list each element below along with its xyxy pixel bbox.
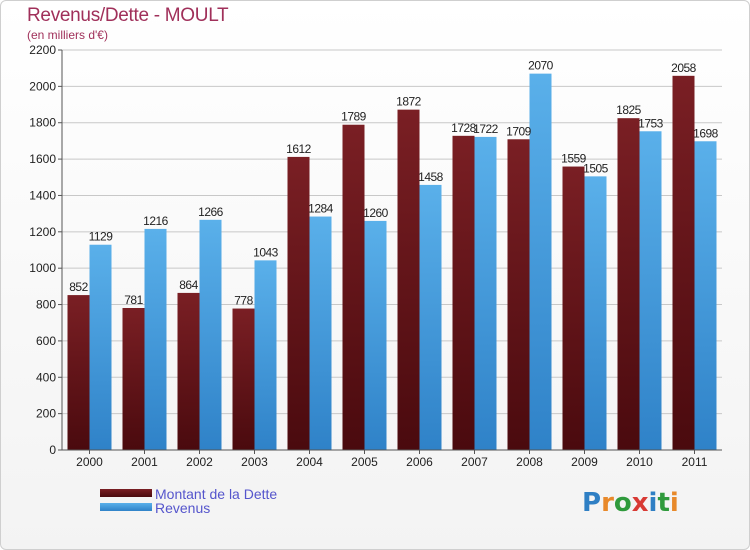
logo-letter: P <box>582 488 602 518</box>
data-label-revenus: 1753 <box>638 116 664 130</box>
legend-swatch-dette <box>100 489 152 497</box>
x-tick-label: 2002 <box>186 455 213 469</box>
bar-revenus <box>309 216 332 450</box>
bar-dette <box>342 124 365 451</box>
data-label-dette: 1825 <box>616 103 642 117</box>
logo-letter: x <box>631 488 649 518</box>
data-label-dette: 2058 <box>671 61 697 75</box>
y-tick-label: 400 <box>36 370 56 384</box>
data-label-dette: 778 <box>234 294 253 308</box>
bar-dette <box>287 156 310 450</box>
data-label-revenus: 2070 <box>528 59 554 73</box>
data-label-dette: 1728 <box>451 121 477 135</box>
data-label-revenus: 1698 <box>693 126 719 140</box>
bar-revenus <box>584 176 607 450</box>
bar-revenus <box>89 244 112 450</box>
y-tick-label: 1200 <box>29 225 56 239</box>
x-tick-label: 2001 <box>131 455 158 469</box>
bar-revenus <box>639 131 662 451</box>
x-tick-label: 2004 <box>296 455 323 469</box>
y-tick-label: 2000 <box>29 79 56 93</box>
bar-dette <box>397 109 420 451</box>
bar-dette <box>617 118 640 450</box>
data-label-revenus: 1129 <box>89 230 114 244</box>
bar-revenus <box>529 73 552 451</box>
logo-letter: t <box>657 488 670 518</box>
chart-subtitle: (en milliers d'€) <box>27 28 108 42</box>
bar-revenus <box>694 141 717 451</box>
bar-revenus <box>144 228 167 450</box>
legend-label-dette: Montant de la Dette <box>155 486 278 502</box>
logo-letter: r <box>601 488 614 518</box>
x-tick-label: 2008 <box>516 455 543 469</box>
logo-letter: o <box>613 488 632 518</box>
data-label-revenus: 1266 <box>198 205 224 219</box>
y-tick-label: 200 <box>36 407 56 421</box>
data-labels: 852 1129 781 1216 864 1266 778 1043 1612 1284 1789… <box>69 59 719 308</box>
bar-dette <box>67 295 90 450</box>
bar-dette <box>562 166 585 450</box>
logo-letter: i <box>648 488 658 518</box>
bar-revenus <box>254 260 277 450</box>
y-tick-label: 1600 <box>29 152 56 166</box>
data-label-revenus: 1284 <box>308 202 334 216</box>
data-label-revenus: 1043 <box>253 245 279 259</box>
data-label-dette: 864 <box>179 278 198 292</box>
bar-revenus <box>199 219 222 450</box>
x-tick-label: 2011 <box>682 455 708 469</box>
y-tick-label: 2200 <box>29 43 56 57</box>
bar-revenus <box>419 184 442 450</box>
x-tick-label: 2009 <box>571 455 598 469</box>
legend-label-revenus: Revenus <box>155 500 211 516</box>
bar-revenus <box>364 220 387 450</box>
data-label-revenus: 1260 <box>363 206 389 220</box>
data-label-revenus: 1505 <box>583 161 609 175</box>
legend-swatch-revenus <box>100 503 152 511</box>
logo-letter: i <box>669 488 679 518</box>
y-axis: 0 200 400 600 800 1000 1200 1400 1600 1800 2000 220… <box>29 43 63 457</box>
data-label-dette: 852 <box>69 280 88 294</box>
data-label-dette: 1612 <box>286 142 312 156</box>
data-label-revenus: 1722 <box>473 122 499 136</box>
bar-dette <box>232 308 255 450</box>
y-tick-label: 1400 <box>29 188 56 202</box>
chart-title: Revenus/Dette - MOULT <box>27 5 229 26</box>
x-tick-label: 2006 <box>406 455 433 469</box>
bar-dette <box>452 135 475 450</box>
data-label-dette: 1789 <box>341 110 367 124</box>
proxiti-logo: Proxiti <box>582 488 679 518</box>
bar-revenus <box>474 136 497 450</box>
data-label-dette: 1559 <box>561 152 587 166</box>
bar-dette <box>122 308 145 450</box>
y-tick-label: 0 <box>49 443 56 457</box>
bar-dette <box>507 139 530 451</box>
data-label-revenus: 1216 <box>143 214 169 228</box>
y-tick-label: 1800 <box>29 116 56 130</box>
grid-lines <box>62 49 722 451</box>
x-axis: 2000 2001 2002 2003 2004 2005 2006 2007 2008 2009… <box>62 449 722 469</box>
bars <box>67 73 717 451</box>
bar-dette <box>672 75 695 451</box>
data-label-dette: 781 <box>124 293 143 307</box>
y-tick-label: 800 <box>36 298 56 312</box>
data-label-dette: 1709 <box>506 124 532 138</box>
y-tick-label: 1000 <box>29 261 56 275</box>
x-tick-label: 2005 <box>351 455 378 469</box>
x-tick-label: 2010 <box>626 455 653 469</box>
data-label-dette: 1872 <box>396 95 422 109</box>
y-tick-label: 600 <box>36 334 56 348</box>
x-tick-label: 2007 <box>461 455 488 469</box>
x-tick-label: 2003 <box>241 455 268 469</box>
bar-dette <box>177 292 200 450</box>
data-label-revenus: 1458 <box>418 170 444 184</box>
x-tick-label: 2000 <box>76 455 103 469</box>
